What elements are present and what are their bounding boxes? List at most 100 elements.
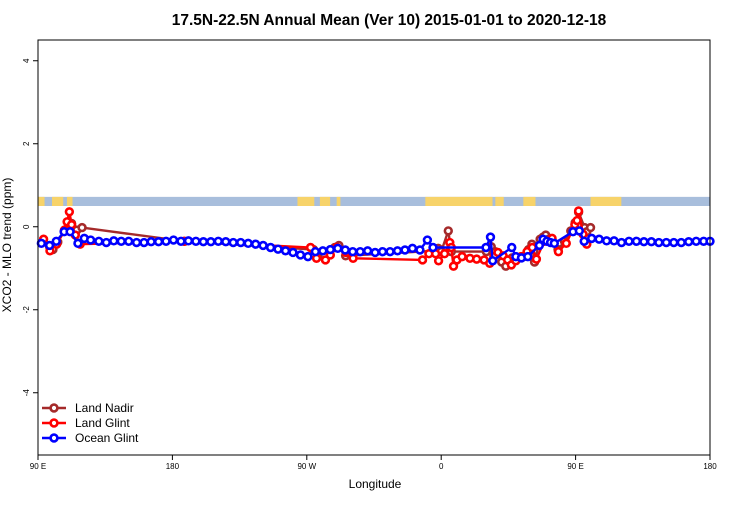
point-ocean-glint-5 xyxy=(73,238,83,249)
legend-item-land-nadir: Land Nadir xyxy=(42,401,134,415)
point-ocean-glint-40 xyxy=(333,243,343,254)
point-ocean-glint-76 xyxy=(639,236,649,247)
point-ocean-glint-74 xyxy=(624,236,634,246)
point-land-nadir-17 xyxy=(443,226,453,236)
x-axis-label: Longitude xyxy=(349,477,402,491)
x-tick-label-3: 0 xyxy=(439,462,444,471)
legend-label-land-glint: Land Glint xyxy=(75,416,130,430)
point-land-glint-6 xyxy=(66,219,77,230)
legend-marker-land-nadir xyxy=(49,403,59,413)
point-ocean-glint-36 xyxy=(303,251,313,262)
point-land-glint-21 xyxy=(439,249,450,259)
y-axis-label: XCO2 - MLO trend (ppm) xyxy=(0,178,14,313)
point-ocean-glint-65 xyxy=(549,238,560,249)
point-land-nadir-41 xyxy=(585,222,596,233)
x-tick-label-0: 90 E xyxy=(30,462,46,471)
map-land-9 xyxy=(590,196,622,206)
point-ocean-glint-79 xyxy=(661,237,672,248)
point-ocean-glint-54 xyxy=(481,242,491,253)
point-land-glint-28 xyxy=(471,254,482,264)
point-ocean-glint-9 xyxy=(101,237,112,248)
legend-label-land-nadir: Land Nadir xyxy=(75,401,134,415)
point-ocean-glint-50 xyxy=(407,243,418,254)
x-tick-label-1: 180 xyxy=(166,462,180,471)
y-tick-label-2: 0 xyxy=(22,224,31,229)
point-ocean-glint-57 xyxy=(507,242,517,253)
point-ocean-glint-45 xyxy=(370,247,380,258)
point-land-glint-44 xyxy=(561,238,571,249)
point-ocean-glint-25 xyxy=(221,236,231,247)
point-land-glint-20 xyxy=(433,256,444,266)
point-ocean-glint-31 xyxy=(265,242,276,253)
point-ocean-glint-60 xyxy=(523,251,533,262)
point-ocean-glint-38 xyxy=(318,246,328,256)
point-ocean-glint-34 xyxy=(288,247,298,258)
point-ocean-glint-46 xyxy=(377,246,388,257)
point-ocean-glint-69 xyxy=(586,233,597,244)
point-ocean-glint-1 xyxy=(44,240,55,251)
point-ocean-glint-16 xyxy=(153,236,164,247)
point-ocean-glint-55 xyxy=(485,232,496,242)
point-ocean-glint-14 xyxy=(139,237,149,248)
point-ocean-glint-33 xyxy=(280,246,291,256)
point-ocean-glint-78 xyxy=(654,237,664,248)
point-ocean-glint-18 xyxy=(168,235,179,245)
point-ocean-glint-8 xyxy=(94,236,104,246)
legend-marker-ocean-glint xyxy=(49,433,59,443)
map-land-2 xyxy=(66,196,73,206)
point-ocean-glint-29 xyxy=(250,239,261,249)
plot-frame xyxy=(37,39,711,456)
point-ocean-glint-72 xyxy=(609,236,619,246)
point-ocean-glint-67 xyxy=(574,226,585,236)
point-ocean-glint-13 xyxy=(131,237,142,248)
point-land-glint-46 xyxy=(572,215,582,226)
point-ocean-glint-82 xyxy=(684,236,694,247)
point-ocean-glint-27 xyxy=(236,237,246,248)
point-ocean-glint-20 xyxy=(183,236,194,246)
series-layer xyxy=(36,206,715,271)
legend-marker-land-glint xyxy=(49,418,59,428)
point-ocean-glint-39 xyxy=(325,244,336,255)
x-tick-label-4: 90 E xyxy=(567,462,583,471)
point-ocean-glint-80 xyxy=(669,237,679,248)
point-ocean-glint-30 xyxy=(258,240,268,251)
point-land-glint-43 xyxy=(553,246,564,257)
map-land-3 xyxy=(297,196,315,206)
point-ocean-glint-73 xyxy=(616,237,627,248)
point-ocean-glint-42 xyxy=(348,246,358,257)
point-ocean-glint-48 xyxy=(392,246,403,256)
point-ocean-glint-75 xyxy=(631,236,642,246)
point-ocean-glint-32 xyxy=(273,244,283,254)
point-ocean-glint-43 xyxy=(355,246,365,257)
point-land-glint-26 xyxy=(457,251,467,262)
map-land-7 xyxy=(495,196,504,206)
point-ocean-glint-24 xyxy=(213,236,224,246)
map-land-8 xyxy=(523,196,536,206)
point-ocean-glint-19 xyxy=(176,236,186,246)
point-ocean-glint-26 xyxy=(228,237,238,248)
legend-item-land-glint: Land Glint xyxy=(42,416,130,430)
map-ocean xyxy=(38,196,710,206)
point-ocean-glint-2 xyxy=(51,236,61,246)
x-tick-label-2: 90 W xyxy=(297,462,316,471)
point-ocean-glint-11 xyxy=(116,236,126,246)
point-ocean-glint-0 xyxy=(36,238,47,249)
point-ocean-glint-35 xyxy=(295,250,306,260)
point-ocean-glint-10 xyxy=(109,236,119,246)
point-ocean-glint-52 xyxy=(422,235,433,245)
y-tick-label-4: -4 xyxy=(22,389,31,397)
point-ocean-glint-53 xyxy=(428,242,438,253)
map-strip xyxy=(38,196,710,206)
point-land-glint-17 xyxy=(417,255,428,265)
point-ocean-glint-51 xyxy=(415,245,425,255)
point-ocean-glint-41 xyxy=(340,245,350,255)
point-land-glint-40 xyxy=(531,254,542,264)
y-tick-label-0: 4 xyxy=(22,58,31,63)
x-tick-label-5: 180 xyxy=(703,462,717,471)
point-ocean-glint-49 xyxy=(400,245,410,255)
y-tick-label-1: 2 xyxy=(22,141,31,146)
map-land-6 xyxy=(425,196,493,206)
